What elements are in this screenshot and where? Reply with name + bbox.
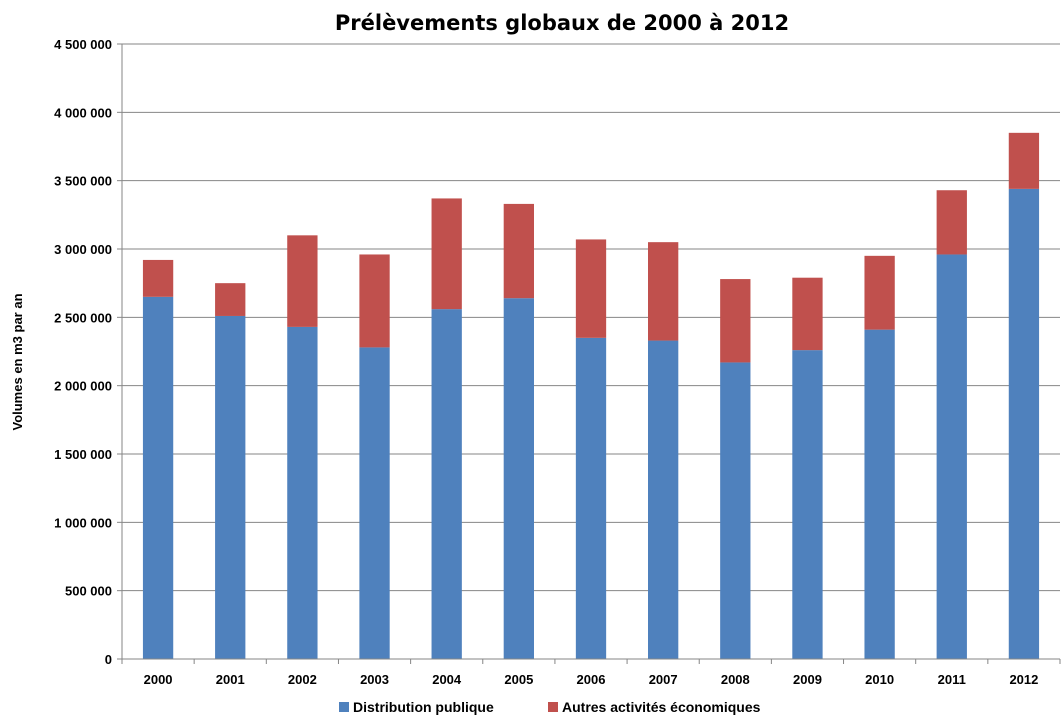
bar-autres-activites-2002	[287, 235, 318, 327]
legend-swatch-distribution-publique	[339, 702, 349, 712]
y-tick-label: 2 000 000	[54, 379, 112, 394]
bar-autres-activites-2007	[648, 242, 679, 341]
y-tick-label: 1 000 000	[54, 515, 112, 530]
bar-autres-activites-2009	[792, 277, 823, 351]
bar-distribution-publique-2002	[287, 326, 318, 659]
y-axis-label: Volumes en m3 par an	[10, 293, 25, 430]
legend-label: Autres activités économiques	[562, 699, 761, 715]
bar-distribution-publique-2006	[575, 337, 607, 659]
bar-distribution-publique-2009	[792, 350, 823, 659]
x-tick-label: 2009	[793, 672, 822, 687]
x-tick-label: 2001	[216, 672, 245, 687]
legend-swatch-autres-activites	[548, 702, 558, 712]
bar-distribution-publique-2003	[359, 347, 390, 659]
x-axis: 2000 2001 2002 2003 2004 2005 2006 2007 2008 2009…	[121, 658, 1061, 687]
x-tick-label: 2012	[1009, 672, 1038, 687]
bar-autres-activites-2000	[142, 259, 174, 297]
bar-distribution-publique-2012	[1008, 188, 1040, 659]
y-tick-label: 4 000 000	[54, 105, 112, 120]
bar-distribution-publique-2004	[431, 309, 462, 659]
y-tick-label: 1 500 000	[54, 447, 112, 462]
y-tick-label: 4 500 000	[54, 37, 112, 52]
bar-distribution-publique-2000	[142, 296, 174, 659]
bar-autres-activites-2001	[215, 283, 246, 316]
y-axis: 0 500 000 1 000 000 1 500 000 2 000 000 2 500…	[54, 37, 123, 667]
bar-distribution-publique-2008	[720, 362, 751, 659]
bar-autres-activites-2004	[431, 198, 462, 310]
y-tick-label: 3 500 000	[54, 174, 112, 189]
x-tick-label: 2002	[288, 672, 317, 687]
bar-autres-activites-2003	[359, 254, 390, 348]
bar-autres-activites-2012	[1008, 132, 1040, 189]
x-tick-label: 2006	[577, 672, 606, 687]
bar-autres-activites-2010	[864, 255, 895, 330]
legend: Distribution publique Autres activités éc…	[339, 699, 761, 715]
y-tick-label: 500 000	[65, 584, 112, 599]
bar-autres-activites-2005	[503, 203, 534, 299]
x-tick-label: 2007	[649, 672, 678, 687]
bar-distribution-publique-2001	[215, 315, 246, 659]
bar-distribution-publique-2005	[503, 298, 534, 659]
y-tick-label: 2 500 000	[54, 310, 112, 325]
x-tick-label: 2010	[865, 672, 894, 687]
x-tick-label: 2005	[504, 672, 533, 687]
bar-autres-activites-2008	[720, 279, 751, 363]
x-tick-label: 2000	[144, 672, 173, 687]
bar-autres-activites-2006	[575, 239, 607, 338]
bars	[142, 132, 1040, 659]
y-tick-label: 3 000 000	[54, 242, 112, 257]
x-tick-label: 2011	[938, 672, 966, 687]
bar-distribution-publique-2010	[864, 329, 895, 659]
chart-title: Prélèvements globaux de 2000 à 2012	[335, 11, 789, 35]
y-tick-label: 0	[105, 652, 112, 667]
x-tick-label: 2004	[432, 672, 462, 687]
legend-label: Distribution publique	[353, 699, 494, 715]
bar-autres-activites-2011	[936, 190, 967, 255]
x-tick-label: 2003	[360, 672, 389, 687]
x-tick-label: 2008	[721, 672, 750, 687]
bar-distribution-publique-2011	[936, 254, 967, 659]
bar-distribution-publique-2007	[648, 340, 679, 659]
